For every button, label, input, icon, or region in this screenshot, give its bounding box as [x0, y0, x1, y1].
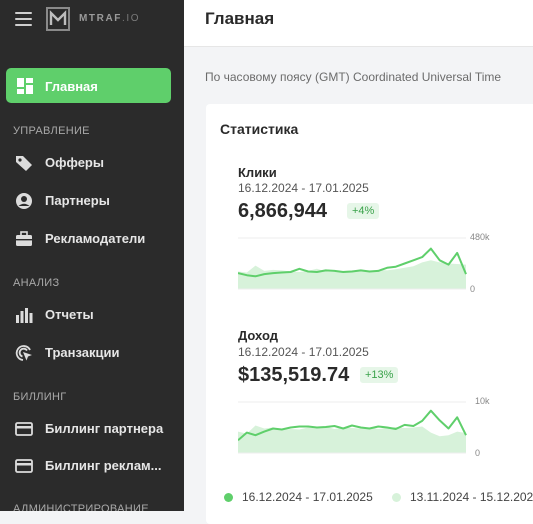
- legend-dot-icon: [392, 493, 401, 502]
- section-title-administration: АДМИНИСТРИРОВАНИЕ: [13, 503, 149, 511]
- y-tick-label-min: 0: [470, 284, 475, 294]
- sidebar-item-label: Отчеты: [45, 307, 94, 322]
- legend-label: 13.11.2024 - 15.12.2024: [410, 490, 533, 504]
- clicks-title: Клики: [238, 165, 277, 180]
- brand-logo-icon: [46, 7, 70, 31]
- sidebar-item-offers[interactable]: Офферы: [0, 147, 184, 177]
- income-value: $135,519.74: [238, 364, 350, 386]
- dashboard-icon: [17, 78, 33, 94]
- click-target-icon: [15, 345, 32, 361]
- credit-card-icon: [15, 422, 33, 436]
- statistics-card: Статистика Клики 16.12.2024 - 17.01.2025…: [206, 104, 533, 524]
- menu-toggle-icon[interactable]: [15, 12, 32, 26]
- income-change-badge: +13%: [360, 367, 399, 383]
- clicks-value: 6,866,944: [238, 200, 327, 222]
- sidebar: MTRAF.IO Главная УПРАВЛЕНИЕ Офферы Партн…: [0, 0, 184, 511]
- legend-previous-period[interactable]: 13.11.2024 - 15.12.2024: [392, 490, 533, 504]
- sidebar-item-label: Биллинг партнера: [45, 421, 164, 436]
- section-title-management: УПРАВЛЕНИЕ: [13, 125, 90, 137]
- income-date-range: 16.12.2024 - 17.01.2025: [238, 345, 369, 359]
- page-header: Главная: [184, 0, 533, 47]
- briefcase-icon: [16, 231, 32, 246]
- sidebar-item-label: Рекламодатели: [45, 231, 146, 246]
- credit-card-icon: [15, 459, 33, 473]
- sidebar-item-label: Офферы: [45, 155, 104, 170]
- series-area-previous: [238, 425, 466, 453]
- y-tick-label-max: 480k: [470, 232, 490, 242]
- series-line-current: [238, 247, 467, 278]
- y-tick-label-max: 10k: [475, 396, 490, 406]
- legend-dot-icon: [224, 493, 233, 502]
- clicks-chart: 480k 0: [238, 232, 490, 294]
- sidebar-item-partners[interactable]: Партнеры: [0, 185, 184, 215]
- income-chart: 10k 0: [238, 396, 490, 458]
- sidebar-item-label: Партнеры: [45, 193, 110, 208]
- section-title-analysis: АНАЛИЗ: [13, 277, 60, 289]
- sidebar-item-advertisers[interactable]: Рекламодатели: [0, 223, 184, 253]
- bar-chart-icon: [16, 308, 33, 323]
- income-title: Доход: [238, 328, 278, 343]
- tag-icon: [16, 156, 32, 171]
- user-circle-icon: [16, 193, 32, 209]
- y-tick-label-min: 0: [475, 448, 480, 458]
- page-title: Главная: [205, 9, 275, 28]
- legend-label: 16.12.2024 - 17.01.2025: [242, 490, 373, 504]
- sidebar-header: MTRAF.IO: [0, 0, 184, 40]
- series-line-current: [238, 409, 467, 442]
- card-title: Статистика: [220, 121, 299, 137]
- sidebar-item-home[interactable]: Главная: [6, 68, 171, 103]
- legend-current-period[interactable]: 16.12.2024 - 17.01.2025: [224, 490, 373, 504]
- series-area-previous: [238, 260, 466, 289]
- sidebar-item-advertiser-billing[interactable]: Биллинг реклам...: [0, 450, 184, 480]
- timezone-note: По часовому поясу (GMT) Coordinated Univ…: [205, 70, 502, 84]
- clicks-date-range: 16.12.2024 - 17.01.2025: [238, 181, 369, 195]
- sidebar-item-label: Транзакции: [45, 345, 120, 360]
- sidebar-item-reports[interactable]: Отчеты: [0, 299, 184, 329]
- sidebar-item-partner-billing[interactable]: Биллинг партнера: [0, 413, 184, 443]
- sidebar-item-transactions[interactable]: Транзакции: [0, 337, 184, 367]
- sidebar-item-label: Главная: [45, 79, 98, 94]
- section-title-billing: БИЛЛИНГ: [13, 391, 67, 403]
- clicks-change-badge: +4%: [347, 203, 380, 219]
- brand-name[interactable]: MTRAF.IO: [79, 13, 141, 24]
- sidebar-item-label: Биллинг реклам...: [45, 458, 162, 473]
